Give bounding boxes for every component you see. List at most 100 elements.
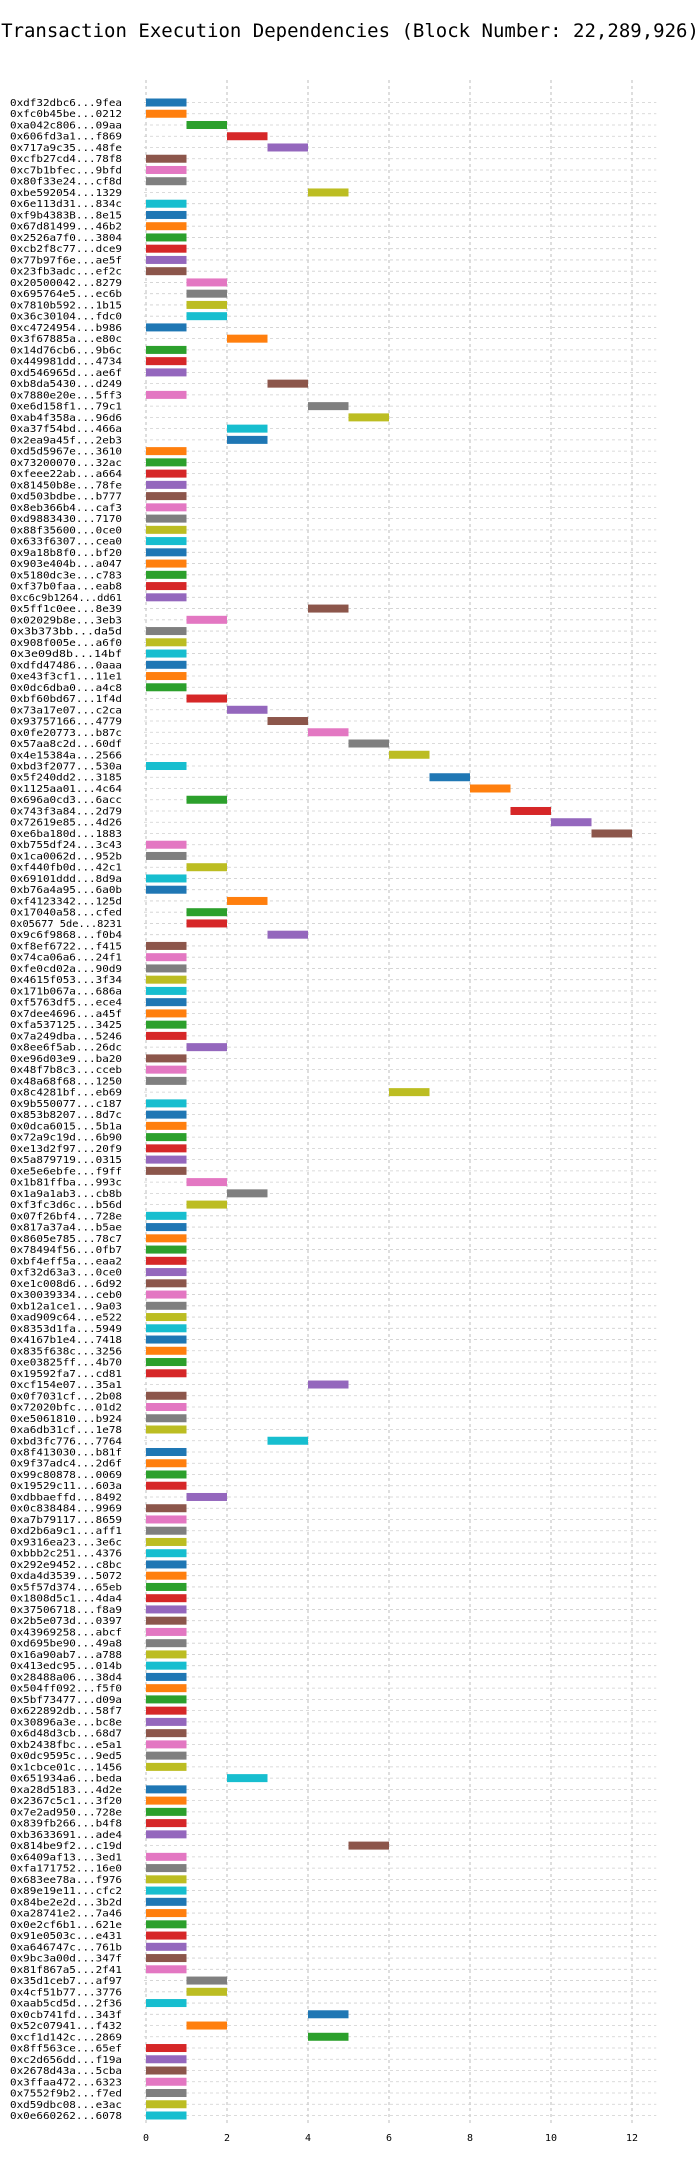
y-tick-label: 0x8353d1fa...5949: [10, 1324, 122, 1335]
y-tick-label: 0x4167b1e4...7418: [10, 1335, 122, 1346]
y-tick-label: 0x8eb366b4...caf3: [10, 503, 122, 514]
y-tick-label: 0x0cb741fd...343f: [10, 2010, 122, 2021]
y-tick-label: 0x853b8207...8d7c: [10, 1110, 122, 1121]
y-tick-label: 0xf3fc3d6c...b56d: [10, 1200, 122, 1211]
task-bar: [146, 177, 187, 186]
task-bar: [146, 1931, 187, 1940]
y-tick-label: 0xcfb27cd4...78f8: [10, 154, 122, 165]
task-bar: [146, 1819, 187, 1828]
task-bar: [146, 1065, 187, 1074]
x-tick-labels: 0 2 4 6 8 10 12: [143, 2133, 638, 2144]
y-tick-label: 0xe6ba180d...1883: [10, 829, 122, 840]
y-tick-label: 0x2367c5c1...3f20: [10, 1796, 122, 1807]
x-tick-label: 10: [545, 2133, 557, 2144]
task-bar: [146, 109, 187, 118]
y-tick-label: 0xc2d656dd...f19a: [10, 2055, 122, 2066]
task-bar: [146, 1121, 187, 1130]
task-bar: [146, 1403, 187, 1412]
task-bar: [146, 1290, 187, 1299]
task-bar: [146, 1807, 187, 1816]
task-bar: [186, 1178, 227, 1187]
y-tick-label: 0x72020bfc...01d2: [10, 1403, 122, 1414]
task-bar: [186, 615, 227, 624]
y-tick-label: 0xad909c64...e522: [10, 1313, 122, 1324]
task-bar: [267, 143, 308, 152]
y-tick-label: 0x0c838484...9969: [10, 1504, 122, 1515]
task-bar: [146, 1211, 187, 1220]
task-bar: [146, 1166, 187, 1175]
y-tick-label: 0x9b550077...c187: [10, 1099, 122, 1110]
task-bar: [146, 885, 187, 894]
y-tick-label: 0x5a879719...0315: [10, 1155, 122, 1166]
task-bar: [146, 537, 187, 546]
task-bar: [429, 773, 470, 782]
task-bar: [227, 334, 268, 343]
y-tick-label: 0xb755df24...3c43: [10, 840, 122, 851]
y-tick-label: 0xb76a4a95...6a0b: [10, 885, 122, 896]
y-tick-label: 0x606fd3a1...f869: [10, 132, 122, 143]
task-bar: [146, 1965, 187, 1974]
y-tick-label: 0x1a9a1ab3...cb8b: [10, 1189, 122, 1200]
task-bar: [227, 132, 268, 141]
y-tick-label: 0xb12a1ce1...9a03: [10, 1301, 122, 1312]
task-bar: [146, 1650, 187, 1659]
y-tick-label: 0xdf32dbc6...9fea: [10, 98, 122, 109]
task-bar: [146, 548, 187, 557]
y-tick-label: 0x7e2ad950...728e: [10, 1807, 122, 1818]
task-bar: [308, 1380, 349, 1389]
task-bar: [146, 941, 187, 950]
task-bar: [146, 1144, 187, 1153]
y-tick-label: 0xe13d2f97...20f9: [10, 1144, 122, 1155]
y-tick-label: 0xbf60bd67...1f4d: [10, 694, 122, 705]
task-bar: [146, 1706, 187, 1715]
task-bar: [186, 2021, 227, 2030]
y-tick-label: 0xbe592054...1329: [10, 188, 122, 199]
task-bar: [146, 1076, 187, 1085]
task-bar: [146, 1942, 187, 1951]
task-bar: [146, 1301, 187, 1310]
task-bar: [146, 492, 187, 501]
task-bar: [146, 222, 187, 231]
y-tick-label: 0xaab5cd5d...2f36: [10, 1999, 122, 2010]
y-tick-label: 0xf9b4383B...8e15: [10, 210, 122, 221]
y-tick-label: 0x19592fa7...cd81: [10, 1369, 122, 1380]
y-tick-label: 0x9bc3a00d...347f: [10, 1954, 122, 1965]
task-bar: [146, 255, 187, 264]
task-bar: [146, 1504, 187, 1513]
x-tick-label: 6: [386, 2133, 392, 2144]
x-tick-label: 8: [467, 2133, 473, 2144]
task-bar: [146, 1537, 187, 1546]
task-bar: [146, 840, 187, 849]
y-tick-label: 0x6d48d3cb...68d7: [10, 1729, 122, 1740]
task-bar: [146, 1054, 187, 1063]
y-tick-label: 0xb8da5430...d249: [10, 379, 122, 390]
y-tick-label: 0xbf4eff5a...eaa2: [10, 1256, 122, 1267]
y-tick-label: 0x0fe20773...b87c: [10, 728, 122, 739]
task-bar: [308, 2010, 349, 2019]
y-tick-label: 0xcf1d142c...2869: [10, 2032, 122, 2043]
task-bar: [227, 896, 268, 905]
task-bar: [186, 1987, 227, 1996]
y-tick-label: 0x5180dc3e...c783: [10, 570, 122, 581]
task-bar: [146, 1684, 187, 1693]
task-bar: [146, 357, 187, 366]
y-tick-label: 0x30039334...ceb0: [10, 1290, 122, 1301]
task-bar: [186, 1976, 227, 1985]
task-bar: [186, 312, 227, 321]
y-tick-label: 0x817a37a4...b5ae: [10, 1223, 122, 1234]
task-bar: [146, 2044, 187, 2053]
y-tick-label: 0xd695be90...49a8: [10, 1639, 122, 1650]
task-bar: [308, 728, 349, 737]
y-tick-label: 0x695764e5...ec6b: [10, 289, 122, 300]
y-tick-label: 0x30896a3e...bc8e: [10, 1717, 122, 1728]
y-tick-label: 0x8ee6f5ab...26dc: [10, 1043, 122, 1054]
task-bar: [146, 1020, 187, 1029]
y-tick-label: 0x69101ddd...8d9a: [10, 874, 122, 885]
y-tick-label: 0x633f6307...cea0: [10, 537, 122, 548]
y-tick-label: 0xf440fb0d...42c1: [10, 863, 122, 874]
y-tick-label: 0xd546965d...ae6f: [10, 368, 122, 379]
task-bar: [146, 233, 187, 242]
task-bar: [146, 1785, 187, 1794]
y-tick-label: 0x4e15384a...2566: [10, 750, 122, 761]
task-bar: [146, 1459, 187, 1468]
